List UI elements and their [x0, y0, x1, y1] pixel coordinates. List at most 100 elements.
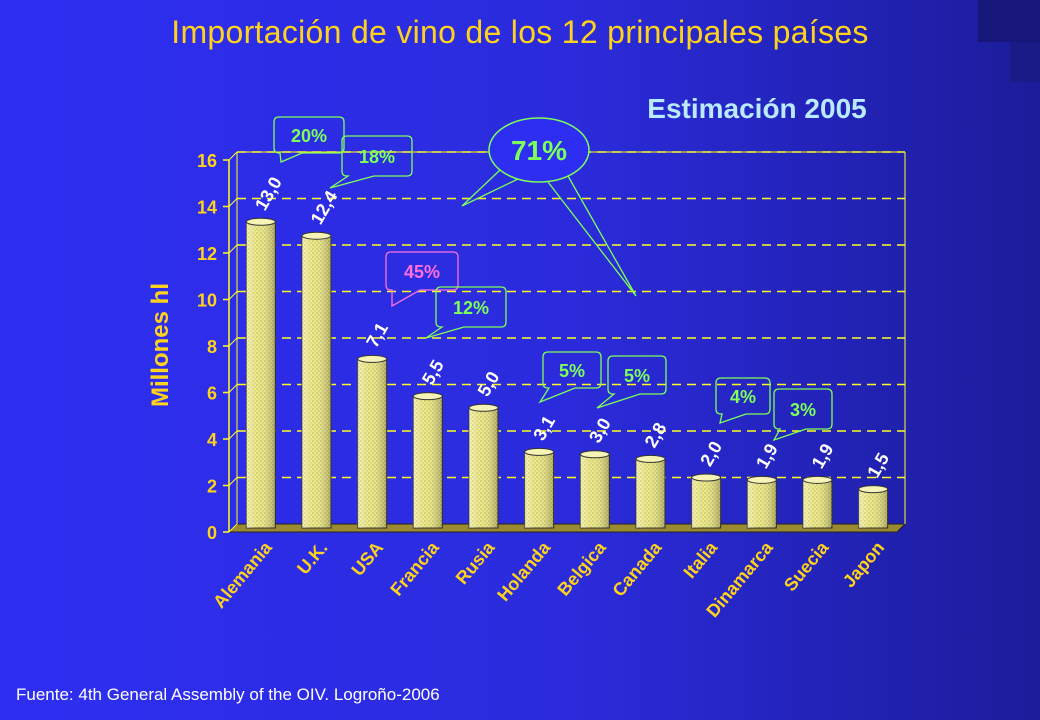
- bar-top: [635, 454, 666, 463]
- bar-top: [524, 447, 555, 456]
- x-tick-label: Alemania: [209, 537, 276, 612]
- bar-shade: [302, 235, 331, 528]
- y-tick-label: 16: [197, 151, 217, 171]
- gridline-slant: [228, 291, 238, 300]
- y-axis-label: Millones hl: [147, 283, 174, 407]
- x-tick-label: Italia: [680, 537, 722, 582]
- callout-text: 3%: [790, 400, 816, 420]
- bar-top: [245, 217, 276, 226]
- bar-dinamarca: [746, 475, 777, 529]
- bar-value-label: 3,1: [529, 412, 559, 444]
- bar-shade: [413, 396, 443, 528]
- callout-text: 5%: [559, 361, 585, 381]
- x-tick-label: Belgica: [553, 537, 610, 600]
- bar-shade: [357, 358, 387, 528]
- bar-value-label: 3,0: [585, 415, 615, 447]
- callout-italia: 4%: [715, 377, 771, 424]
- bar-alemania: [245, 217, 276, 529]
- bar-top: [301, 231, 332, 240]
- bar-top: [412, 392, 443, 401]
- callout-bubble: [329, 135, 413, 189]
- bar-value-label: 5,5: [418, 356, 448, 388]
- bar-holanda: [524, 447, 555, 529]
- x-tick-label: Canada: [608, 537, 666, 600]
- bar-francia: [412, 392, 443, 529]
- bar-japon: [858, 485, 889, 529]
- callout-total-bubble: [488, 117, 590, 183]
- callout-total-text: 71%: [511, 135, 567, 166]
- bar-value-label: 1,5: [863, 449, 893, 481]
- y-tick-label: 6: [207, 384, 217, 404]
- y-tick-label: 8: [207, 337, 217, 357]
- bar-shade: [803, 479, 832, 528]
- y-tick-label: 12: [197, 244, 217, 264]
- bar-value-label: 1,9: [808, 440, 838, 472]
- gridline-slant: [228, 384, 238, 393]
- bar-rusia: [468, 403, 499, 529]
- gridline-slant: [228, 151, 238, 161]
- gridline-slant: [228, 337, 238, 347]
- gridline-slant: [228, 523, 238, 533]
- callout-text: 18%: [359, 147, 395, 167]
- bar-shade: [636, 458, 665, 528]
- bar-shade: [747, 479, 777, 528]
- x-tick-label: Japon: [839, 538, 888, 591]
- y-tick-label: 14: [197, 198, 217, 218]
- callout-holanda: 5%: [538, 351, 602, 404]
- y-tick-label: 0: [207, 523, 217, 543]
- callout-bubble: [715, 377, 771, 424]
- callout-bubble: [425, 286, 507, 339]
- bar-value-label: 1,9: [752, 440, 782, 472]
- gridline-slant: [228, 198, 238, 207]
- x-tick-label: Suecia: [780, 537, 833, 595]
- callout-total-pointer-right: [547, 175, 637, 297]
- callout-text: 5%: [624, 366, 650, 386]
- bar-usa: [357, 354, 388, 529]
- x-tick-label: Rusia: [452, 537, 499, 588]
- bar-shade: [858, 489, 888, 528]
- gridline-slant: [228, 430, 238, 440]
- callout-bubble: [538, 351, 602, 404]
- bar-canada: [635, 454, 666, 529]
- callout-francia: 12%: [425, 286, 507, 339]
- callout-dinamarca: 3%: [772, 388, 833, 442]
- callout-bubble: [772, 388, 833, 442]
- source-note: Fuente: 4th General Assembly of the OIV.…: [16, 685, 440, 704]
- bar-italia: [691, 473, 722, 529]
- bar-uk: [301, 231, 332, 529]
- bar-value-label: 12,4: [307, 187, 342, 227]
- callout-text: 12%: [453, 298, 489, 318]
- callout-uk: 18%: [329, 135, 413, 189]
- bar-shade: [246, 221, 276, 528]
- bar-value-label: 2,8: [641, 419, 671, 451]
- callout-text: 4%: [730, 387, 756, 407]
- callout-total: 71%: [461, 117, 637, 297]
- x-tick-label: Francia: [386, 537, 443, 600]
- bar-suecia: [802, 475, 833, 529]
- callout-text: 45%: [404, 262, 440, 282]
- x-tick-label: U.K.: [293, 538, 331, 578]
- callout-bubble: [596, 355, 667, 409]
- y-tick-label: 4: [207, 430, 217, 450]
- x-tick-label: Holanda: [493, 537, 555, 605]
- bar-shade: [580, 454, 610, 528]
- bar-top: [858, 485, 889, 494]
- callout-bubble: [273, 116, 345, 163]
- bar-top: [357, 354, 388, 363]
- corner-decoration-lower: [1010, 42, 1040, 82]
- bar-value-label: 5,0: [474, 368, 504, 400]
- bar-shade: [691, 477, 721, 528]
- bar-top: [579, 450, 610, 459]
- callout-alemania: 20%: [273, 116, 345, 163]
- gridline-slant: [228, 244, 238, 254]
- chart-subtitle: Estimación 2005: [647, 93, 866, 124]
- callout-usa: 45%: [385, 251, 459, 308]
- bar-top: [746, 475, 777, 484]
- gridline-slant: [228, 477, 238, 486]
- callout-bubble: [385, 251, 459, 308]
- bar-top: [802, 475, 833, 484]
- bar-belgica: [579, 450, 610, 529]
- bar-shade: [524, 451, 554, 528]
- bar-value-label: 2,0: [696, 438, 726, 470]
